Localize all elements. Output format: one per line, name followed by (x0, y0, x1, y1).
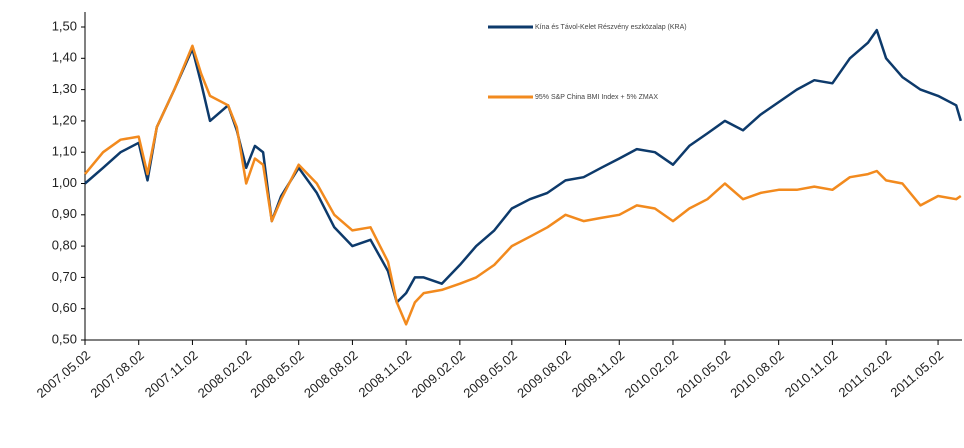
y-tick-label: 0,60 (52, 300, 77, 315)
x-tick-label: 2007.05.02 (34, 347, 93, 400)
legend-label: 95% S&P China BMI Index + 5% ZMAX (535, 94, 658, 101)
y-tick-label: 0,80 (52, 238, 77, 253)
x-tick-label: 2007.11.02 (142, 347, 201, 400)
y-tick-label: 1,00 (52, 175, 77, 190)
x-tick-label: 2009.05.02 (460, 347, 519, 400)
x-tick-label: 2011.05.02 (887, 347, 946, 400)
x-tick-label: 2008.11.02 (356, 347, 415, 400)
x-tick-label: 2010.05.02 (674, 347, 733, 400)
x-tick-label: 2008.05.02 (247, 347, 306, 400)
y-tick-label: 1,40 (52, 50, 77, 65)
x-tick-label: 2009.08.02 (514, 347, 573, 400)
series-line (84, 28, 962, 304)
y-tick-label: 1,30 (52, 81, 77, 96)
x-tick-label: 2011.02.02 (835, 347, 894, 400)
x-tick-label: 2009.11.02 (569, 347, 628, 400)
x-tick-label: 2010.02.02 (622, 347, 681, 400)
x-tick-label: 2007.08.02 (87, 347, 146, 400)
legend-label: Kína és Távol-Kelet Részvény eszközalap … (535, 24, 687, 31)
y-tick-label: 1,10 (52, 144, 77, 159)
x-tick-label: 2009.02.02 (408, 347, 467, 400)
y-tick-label: 0,70 (52, 269, 77, 284)
x-tick-label: 2010.11.02 (782, 347, 841, 400)
series-line (84, 44, 962, 326)
x-tick-label: 2010.08.02 (727, 347, 786, 400)
x-tick-label: 2008.02.02 (195, 347, 254, 400)
y-tick-label: 1,20 (52, 112, 77, 127)
x-tick-label: 2008.08.02 (301, 347, 360, 400)
y-tick-label: 0,90 (52, 206, 77, 221)
y-tick-label: 0,50 (52, 331, 77, 346)
y-tick-label: 1,50 (52, 18, 77, 33)
